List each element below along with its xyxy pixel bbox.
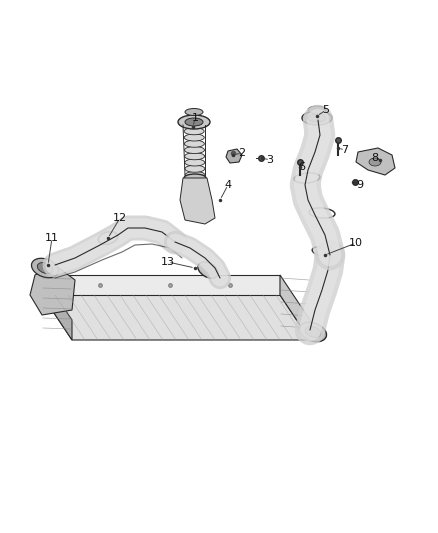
Text: 7: 7 — [342, 145, 349, 155]
Text: 8: 8 — [371, 153, 378, 163]
Ellipse shape — [184, 122, 204, 128]
Ellipse shape — [184, 128, 204, 135]
Text: 6: 6 — [299, 162, 305, 172]
Text: 12: 12 — [113, 213, 127, 223]
Text: 11: 11 — [45, 233, 59, 243]
Text: 10: 10 — [349, 238, 363, 248]
Ellipse shape — [308, 106, 326, 114]
Text: 5: 5 — [322, 105, 329, 115]
Ellipse shape — [302, 111, 332, 125]
Ellipse shape — [184, 134, 204, 141]
Ellipse shape — [184, 147, 205, 154]
Polygon shape — [42, 275, 72, 340]
Ellipse shape — [185, 159, 205, 166]
Ellipse shape — [37, 263, 53, 273]
Ellipse shape — [300, 322, 326, 342]
Text: 1: 1 — [191, 113, 198, 123]
Polygon shape — [42, 295, 310, 340]
Ellipse shape — [185, 165, 205, 172]
Text: 13: 13 — [161, 257, 175, 267]
Text: 9: 9 — [357, 180, 364, 190]
Ellipse shape — [185, 172, 205, 179]
Ellipse shape — [369, 158, 381, 166]
Ellipse shape — [308, 114, 326, 122]
Text: 2: 2 — [238, 148, 246, 158]
Ellipse shape — [184, 140, 205, 147]
Polygon shape — [356, 148, 395, 175]
Polygon shape — [42, 275, 280, 295]
Text: 3: 3 — [266, 155, 273, 165]
Ellipse shape — [185, 109, 203, 116]
Polygon shape — [30, 265, 75, 315]
Ellipse shape — [305, 327, 321, 337]
Polygon shape — [280, 275, 310, 340]
Ellipse shape — [184, 174, 206, 182]
Text: 4: 4 — [224, 180, 232, 190]
Polygon shape — [180, 178, 215, 224]
Ellipse shape — [198, 262, 218, 278]
Polygon shape — [226, 149, 242, 163]
Ellipse shape — [185, 153, 205, 160]
Ellipse shape — [32, 259, 59, 278]
Ellipse shape — [178, 115, 210, 129]
Ellipse shape — [185, 118, 203, 126]
